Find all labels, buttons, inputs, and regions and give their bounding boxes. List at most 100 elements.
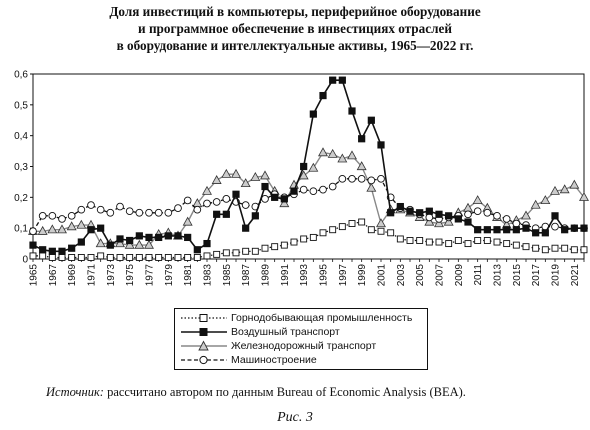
x-tick-label: 2001 (377, 264, 388, 287)
point-mining (135, 254, 143, 261)
point-mining (435, 238, 443, 246)
point-machinery (116, 202, 124, 211)
series-line-2 (33, 151, 585, 246)
point-machinery (377, 174, 385, 183)
point-machinery (96, 205, 105, 214)
x-tick-label: 2019 (551, 264, 562, 287)
point-machinery (38, 211, 47, 220)
x-tick-label: 2015 (512, 264, 523, 287)
point-mining (309, 233, 317, 241)
point-mining (116, 254, 124, 261)
point-air-transport (367, 116, 375, 124)
point-mining (367, 226, 375, 234)
point-machinery (125, 207, 134, 216)
point-mining (464, 240, 472, 248)
point-rail-transport (47, 224, 58, 234)
legend-label-machinery: Машиностроение (231, 354, 317, 366)
point-air-transport (77, 238, 85, 246)
x-tick-label: 1977 (145, 264, 156, 287)
point-air-transport (106, 241, 114, 249)
point-mining (193, 254, 201, 261)
point-rail-transport (231, 168, 241, 178)
point-machinery (183, 196, 192, 205)
point-mining (532, 244, 540, 252)
point-air-transport (135, 232, 143, 240)
x-tick-label: 1965 (29, 264, 40, 287)
point-machinery (222, 195, 231, 203)
point-machinery (493, 211, 501, 220)
point-machinery (87, 201, 95, 209)
point-air-transport (222, 210, 230, 218)
point-mining (251, 247, 259, 255)
point-rail-transport (124, 239, 135, 249)
point-air-transport (445, 212, 453, 220)
point-mining (406, 237, 414, 244)
x-tick-label: 1975 (125, 264, 136, 287)
point-rail-transport (463, 202, 473, 212)
plot-frame (32, 73, 585, 260)
legend-label-mining: Горнодобывающая промышленность (231, 312, 413, 324)
point-rail-transport (66, 221, 77, 231)
point-machinery (328, 182, 337, 191)
point-rail-transport (308, 162, 319, 172)
point-air-transport (290, 187, 298, 195)
point-rail-transport (76, 219, 87, 229)
point-rail-transport (279, 198, 290, 208)
point-mining (155, 254, 163, 261)
x-tick-label: 1971 (87, 264, 98, 287)
y-tick-label: 0,1 (14, 224, 28, 235)
point-machinery (502, 215, 511, 223)
point-rail-transport (472, 195, 483, 205)
point-rail-transport (347, 150, 357, 160)
chart-title-line-3: в оборудование и интеллектуальные активы… (116, 38, 474, 53)
point-mining (300, 235, 308, 243)
point-rail-transport (202, 185, 212, 195)
point-rail-transport (376, 218, 386, 228)
x-tick-label: 2021 (570, 264, 581, 287)
point-air-transport (580, 224, 588, 232)
point-mining (126, 254, 134, 261)
x-tick-label: 1973 (106, 264, 117, 287)
point-mining (416, 237, 424, 244)
point-air-transport (68, 244, 76, 252)
point-rail-transport (521, 210, 531, 220)
point-air-transport (522, 224, 530, 232)
point-machinery (483, 208, 492, 217)
point-machinery (29, 227, 37, 236)
point-air-transport (87, 226, 95, 234)
point-rail-transport (134, 239, 145, 249)
point-rail-transport (366, 182, 377, 192)
point-mining (541, 246, 549, 254)
point-air-transport (309, 110, 317, 118)
point-machinery (338, 174, 347, 183)
point-machinery (425, 213, 434, 222)
point-mining (145, 254, 153, 261)
x-tick-label: 2003 (396, 264, 407, 287)
point-air-transport (541, 229, 549, 237)
point-mining (222, 249, 230, 257)
point-air-transport (396, 202, 404, 211)
x-tick-label: 1967 (48, 264, 59, 287)
legend-swatch-rail-transport (181, 340, 227, 351)
point-rail-transport (115, 238, 125, 248)
point-air-transport (232, 190, 240, 198)
point-air-transport (116, 235, 124, 243)
point-rail-transport (530, 199, 541, 209)
point-rail-transport (37, 225, 48, 235)
legend-swatch-mining (181, 314, 227, 322)
point-rail-transport (221, 168, 232, 178)
x-tick-label: 1989 (261, 264, 272, 287)
point-mining (271, 243, 279, 251)
point-mining (483, 237, 491, 244)
point-mining (242, 247, 250, 255)
point-machinery (512, 219, 521, 228)
point-mining (290, 238, 298, 246)
point-rail-transport (443, 216, 454, 226)
point-mining (570, 246, 578, 254)
point-mining (454, 237, 462, 244)
point-machinery (551, 222, 559, 231)
point-air-transport (39, 246, 47, 254)
point-air-transport (348, 107, 356, 115)
point-air-transport (464, 218, 472, 226)
point-rail-transport (240, 178, 251, 188)
